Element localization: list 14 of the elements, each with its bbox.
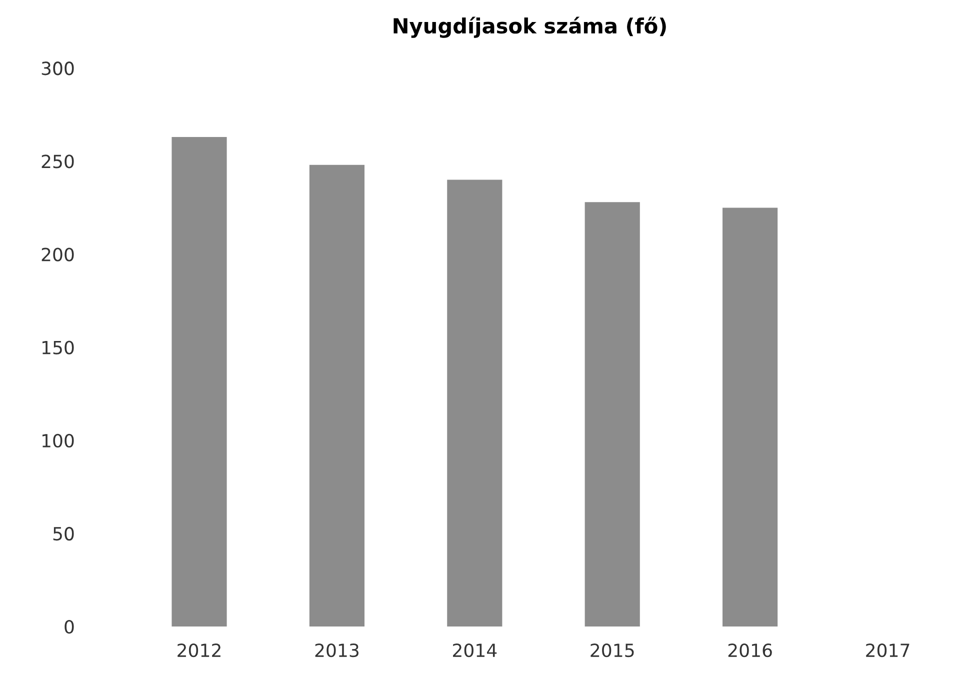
y-tick-label: 100	[42, 434, 74, 448]
x-tick-label: 2017	[866, 644, 910, 658]
x-tick-label: 2016	[728, 644, 772, 658]
y-tick-label: 150	[42, 340, 74, 354]
y-tick-label: 250	[42, 154, 74, 168]
x-tick-label: 2014	[453, 644, 497, 658]
y-tick-label: 0	[64, 620, 74, 634]
y-tick-label: 50	[53, 526, 74, 541]
y-tick-label: 200	[42, 248, 74, 262]
chart-title: Nyugdíjasok száma (fő)	[394, 16, 666, 38]
x-tick-label: 2015	[590, 644, 634, 658]
x-tick-label: 2013	[315, 644, 358, 658]
x-tick-label: 2012	[178, 644, 220, 658]
y-tick-label: 300	[42, 62, 74, 76]
